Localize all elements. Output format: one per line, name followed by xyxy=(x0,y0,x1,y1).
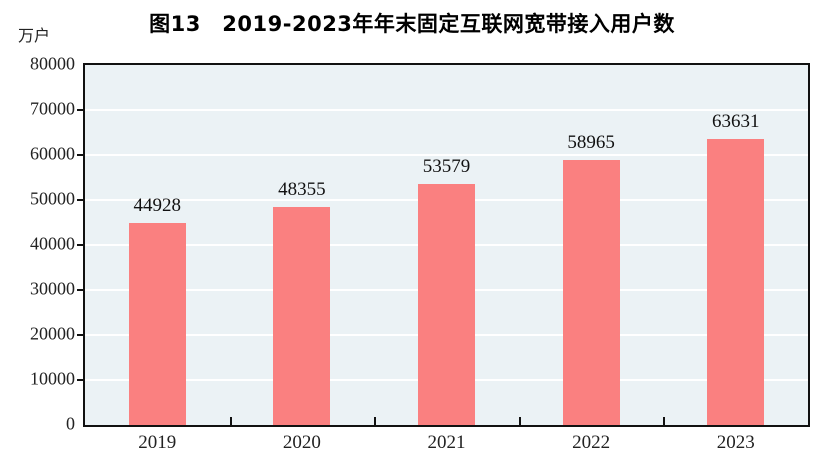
x-tick-mark xyxy=(230,417,232,425)
y-tick-mark xyxy=(77,109,84,111)
y-tick-mark xyxy=(77,289,84,291)
x-tick-label: 2021 xyxy=(427,432,466,453)
y-tick-label: 60000 xyxy=(30,143,75,164)
x-tick-mark xyxy=(663,417,665,425)
bar-value-label: 58965 xyxy=(567,132,615,153)
y-tick-label: 30000 xyxy=(30,278,75,299)
y-tick-label: 80000 xyxy=(30,53,75,74)
y-tick-label: 20000 xyxy=(30,323,75,344)
y-tick-mark xyxy=(77,199,84,201)
gridline xyxy=(85,109,808,111)
bar-value-label: 48355 xyxy=(278,179,326,200)
y-tick-label: 0 xyxy=(66,413,75,434)
bar-value-label: 53579 xyxy=(422,156,471,177)
y-tick-mark xyxy=(77,154,84,156)
x-tick-mark xyxy=(374,417,376,425)
bar-value-label: 63631 xyxy=(711,111,760,132)
bar-value-label: 44928 xyxy=(133,195,182,216)
gridline xyxy=(85,154,808,156)
bar-2020 xyxy=(273,207,330,425)
y-axis-unit-label: 万户 xyxy=(18,26,51,45)
y-tick-label: 50000 xyxy=(30,188,75,209)
y-tick-mark xyxy=(77,244,84,246)
y-tick-label: 10000 xyxy=(30,368,75,389)
y-tick-mark xyxy=(77,334,84,336)
bar-2023 xyxy=(707,139,764,425)
x-tick-label: 2020 xyxy=(282,432,321,453)
y-tick-label: 70000 xyxy=(30,98,75,119)
x-tick-label: 2019 xyxy=(138,432,177,453)
bar-2022 xyxy=(563,160,620,425)
y-tick-mark xyxy=(77,379,84,381)
x-tick-mark xyxy=(519,417,521,425)
x-tick-label: 2023 xyxy=(716,432,755,453)
y-tick-label: 40000 xyxy=(30,233,75,254)
chart-title: 图13 2019-2023年年末固定互联网宽带接入用户数 xyxy=(149,12,675,36)
plot-area xyxy=(83,63,810,427)
x-tick-label: 2022 xyxy=(572,432,611,453)
bar-2019 xyxy=(129,223,186,425)
bar-2021 xyxy=(418,184,475,425)
